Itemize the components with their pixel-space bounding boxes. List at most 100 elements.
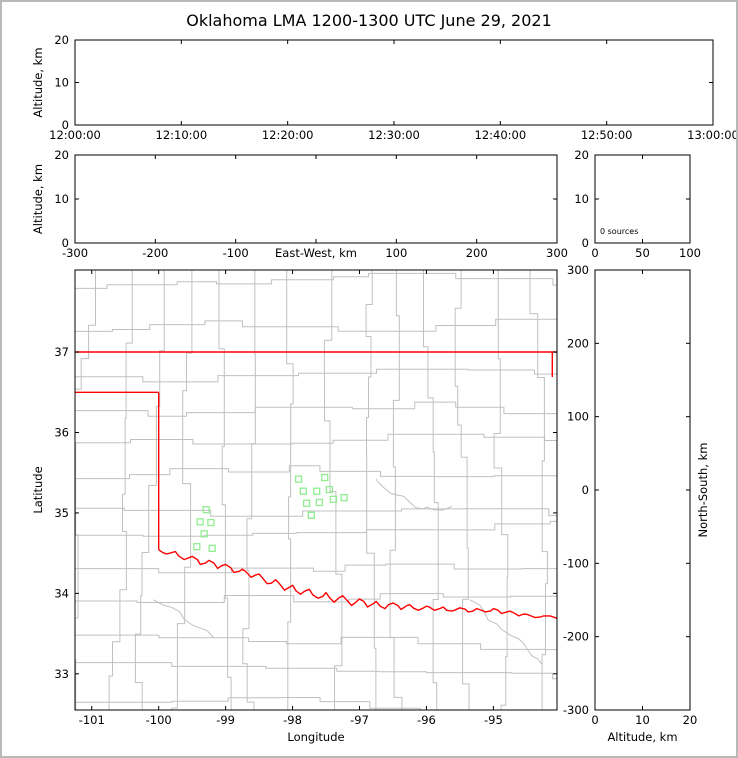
alt_histogram-frame [594, 154, 691, 244]
y-tick-label: 20 [54, 148, 69, 162]
x-tick-label: 12:50:00 [581, 128, 633, 142]
y-tick-label: 20 [54, 33, 69, 47]
y-tick-label: 10 [54, 76, 69, 90]
x-tick-label: 0 [591, 246, 598, 260]
y-tick-label: 0 [582, 236, 589, 250]
county-line [75, 401, 557, 417]
y-tick-label: -200 [563, 630, 589, 644]
station-marker [200, 530, 208, 538]
x-tick-label: -96 [417, 713, 436, 727]
county-line [75, 520, 557, 537]
map-frame [74, 269, 558, 711]
x-tick-label: 10 [635, 713, 650, 727]
station-marker [202, 506, 210, 514]
y-axis-label: North-South, km [696, 443, 710, 538]
y-tick-label: 10 [54, 192, 69, 206]
county-line [75, 507, 557, 517]
x-tick-label: -100 [223, 246, 249, 260]
x-tick-label: 0 [591, 713, 598, 727]
x-tick-label: 12:20:00 [262, 128, 314, 142]
county-line [75, 318, 557, 332]
state-boundary-line [158, 549, 557, 619]
county-line [286, 270, 294, 710]
chart-title: Oklahoma LMA 1200-1300 UTC June 29, 2021 [186, 11, 552, 30]
station-marker [315, 498, 323, 507]
y-tick-label: 36 [54, 425, 69, 439]
gray-river-line [153, 599, 214, 638]
x-tick-label: -99 [216, 713, 235, 727]
y-tick-label: 37 [54, 345, 69, 359]
x-tick-label: 50 [635, 246, 650, 260]
station-marker [313, 487, 321, 495]
x-tick-label: 300 [546, 246, 568, 260]
station-marker [325, 485, 334, 494]
county-line [75, 368, 557, 383]
y-tick-label: 20 [574, 148, 589, 162]
x-axis-label: Altitude, km [607, 730, 677, 744]
station-marker [196, 518, 204, 526]
county-line [75, 465, 557, 480]
x-axis-label: East-West, km [275, 246, 357, 260]
x-tick-label: 100 [385, 246, 407, 260]
county-line [75, 563, 557, 574]
county-line [423, 270, 439, 710]
station-marker [302, 499, 311, 507]
station-marker [329, 495, 338, 503]
county-line [75, 593, 557, 603]
x-tick-label: -101 [79, 713, 105, 727]
county-line [323, 270, 343, 710]
y-tick-label: 100 [567, 410, 589, 424]
station-marker [193, 543, 201, 551]
y-tick-label: 200 [567, 336, 589, 350]
gray-river-line [375, 478, 453, 511]
county-line [242, 270, 256, 710]
y-tick-label: 300 [567, 263, 589, 277]
county-line [454, 270, 470, 710]
station-marker [340, 493, 348, 502]
y-tick-label: 33 [54, 667, 69, 681]
ew_height-frame [74, 154, 558, 244]
station-marker [208, 544, 216, 552]
county-line [218, 270, 232, 710]
station-marker [294, 475, 303, 483]
county-line [171, 270, 193, 710]
map-content [75, 270, 557, 710]
station-marker [321, 473, 329, 482]
x-tick-label: -95 [484, 713, 503, 727]
county-line [75, 272, 557, 289]
station-marker [207, 518, 215, 527]
y-tick-label: 34 [54, 586, 69, 600]
ns_height-frame [594, 269, 691, 711]
y-tick-label: -100 [563, 556, 589, 570]
county-line [75, 662, 557, 680]
x-tick-label: -98 [283, 713, 302, 727]
y-tick-label: 10 [574, 192, 589, 206]
time_height-frame [74, 39, 714, 126]
y-tick-label: 0 [62, 236, 69, 250]
y-tick-label: -300 [563, 703, 589, 717]
x-tick-label: -200 [142, 246, 168, 260]
y-tick-label: 0 [582, 483, 589, 497]
x-tick-label: 200 [466, 246, 488, 260]
x-tick-label: 12:30:00 [368, 128, 420, 142]
county-line [365, 270, 377, 710]
sources-annotation: 0 sources [600, 227, 638, 236]
county-line [493, 270, 509, 710]
x-tick-label: 20 [683, 713, 698, 727]
x-tick-label: 13:00:00 [687, 128, 736, 142]
y-axis-label: Latitude [31, 466, 45, 513]
x-tick-label: 100 [679, 246, 701, 260]
county-line [134, 270, 165, 710]
x-tick-label: 12:10:00 [156, 128, 208, 142]
county-line [529, 270, 548, 710]
county-line [108, 270, 133, 710]
county-line [75, 697, 421, 710]
x-tick-label: 12:40:00 [475, 128, 527, 142]
y-tick-label: 35 [54, 506, 69, 520]
y-axis-label: Altitude, km [31, 164, 45, 234]
x-tick-label: 12:00:00 [49, 128, 101, 142]
county-line [75, 433, 557, 445]
county-line [75, 634, 557, 651]
